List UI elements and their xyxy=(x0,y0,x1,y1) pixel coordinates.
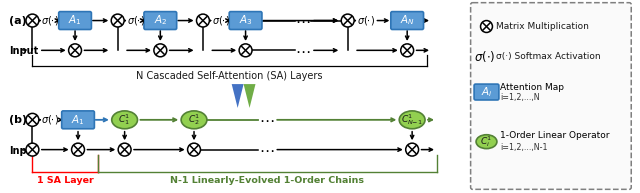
Circle shape xyxy=(239,44,252,57)
FancyBboxPatch shape xyxy=(61,111,94,129)
Text: Input: Input xyxy=(8,46,38,56)
Text: 1-Order Linear Operator: 1-Order Linear Operator xyxy=(500,131,610,140)
Text: $\sigma(\cdot)$: $\sigma(\cdot)$ xyxy=(474,49,495,64)
Text: $A_{N}$: $A_{N}$ xyxy=(400,14,415,27)
Text: $\cdots$: $\cdots$ xyxy=(295,43,311,58)
FancyBboxPatch shape xyxy=(474,84,499,100)
Circle shape xyxy=(341,14,354,27)
Text: i=1,2,...,N-1: i=1,2,...,N-1 xyxy=(500,143,548,152)
Text: Input: Input xyxy=(8,146,38,156)
Circle shape xyxy=(68,44,81,57)
Text: N-1 Linearly-Evolved 1-Order Chains: N-1 Linearly-Evolved 1-Order Chains xyxy=(170,176,364,185)
Circle shape xyxy=(72,143,84,156)
Ellipse shape xyxy=(181,111,207,129)
FancyBboxPatch shape xyxy=(144,12,177,30)
Text: σ(·) Softmax Activation: σ(·) Softmax Activation xyxy=(497,52,601,61)
Text: $C^{1}_{N{-}1}$: $C^{1}_{N{-}1}$ xyxy=(401,112,423,127)
Ellipse shape xyxy=(476,135,497,149)
Text: $\sigma(\cdot)$: $\sigma(\cdot)$ xyxy=(356,14,374,27)
Text: Attention Map: Attention Map xyxy=(500,83,564,91)
Polygon shape xyxy=(232,84,244,108)
Text: (a): (a) xyxy=(8,16,26,25)
Text: $C^{1}_{2}$: $C^{1}_{2}$ xyxy=(188,112,200,127)
Text: $A_{i}$: $A_{i}$ xyxy=(481,85,492,99)
Text: $C^{1}_{1}$: $C^{1}_{1}$ xyxy=(118,112,131,127)
Text: $\cdots$: $\cdots$ xyxy=(259,142,274,157)
FancyBboxPatch shape xyxy=(391,12,424,30)
Text: $\cdots$: $\cdots$ xyxy=(259,112,274,127)
Text: $\sigma(\cdot)$: $\sigma(\cdot)$ xyxy=(41,113,60,126)
Text: Matrix Multiplication: Matrix Multiplication xyxy=(497,22,589,31)
Text: $A_{1}$: $A_{1}$ xyxy=(68,14,82,27)
Circle shape xyxy=(196,14,209,27)
Circle shape xyxy=(26,14,39,27)
Circle shape xyxy=(188,143,200,156)
Text: (b): (b) xyxy=(8,115,27,125)
Text: $C^{1}_{i}$: $C^{1}_{i}$ xyxy=(480,134,493,149)
Text: $\sigma(\cdot)$: $\sigma(\cdot)$ xyxy=(127,14,145,27)
FancyBboxPatch shape xyxy=(59,12,92,30)
FancyBboxPatch shape xyxy=(229,12,262,30)
Circle shape xyxy=(118,143,131,156)
FancyBboxPatch shape xyxy=(470,3,631,189)
Text: $A_{3}$: $A_{3}$ xyxy=(239,14,252,27)
Text: $A_{2}$: $A_{2}$ xyxy=(154,14,167,27)
Circle shape xyxy=(26,113,39,126)
Ellipse shape xyxy=(399,111,425,129)
Circle shape xyxy=(406,143,419,156)
Circle shape xyxy=(111,14,124,27)
Text: $\sigma(\cdot)$: $\sigma(\cdot)$ xyxy=(41,14,60,27)
Circle shape xyxy=(401,44,413,57)
Circle shape xyxy=(481,20,492,32)
Text: $\sigma(\cdot)$: $\sigma(\cdot)$ xyxy=(212,14,230,27)
Text: i=1,2,...,N: i=1,2,...,N xyxy=(500,93,540,102)
Text: N Cascaded Self-Attention (SA) Layers: N Cascaded Self-Attention (SA) Layers xyxy=(136,71,323,81)
Polygon shape xyxy=(244,84,255,108)
Circle shape xyxy=(26,143,39,156)
Circle shape xyxy=(154,44,167,57)
Text: $\cdots$: $\cdots$ xyxy=(295,13,311,28)
Ellipse shape xyxy=(112,111,138,129)
Text: 1 SA Layer: 1 SA Layer xyxy=(36,176,93,185)
Text: $A_{1}$: $A_{1}$ xyxy=(71,113,85,127)
